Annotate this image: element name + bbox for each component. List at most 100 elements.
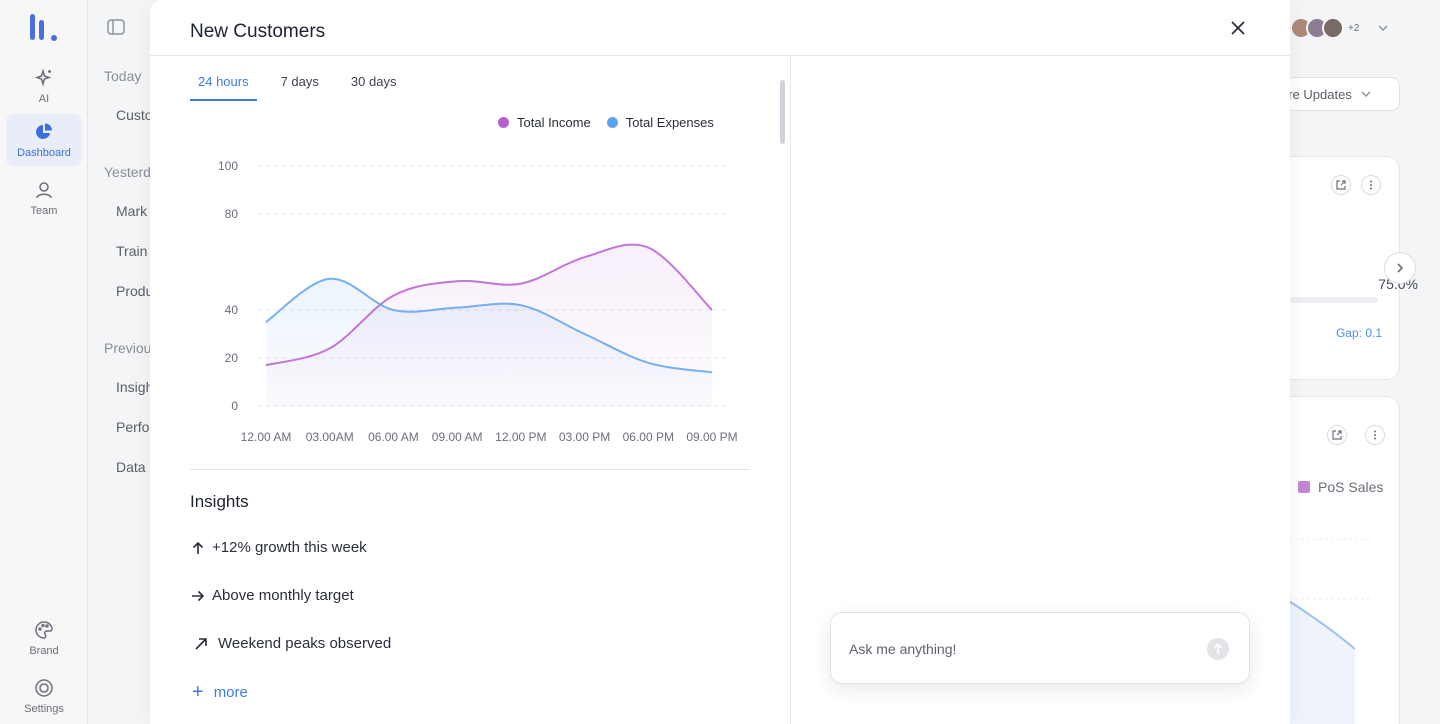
time-range-tabs: 24 hours 7 days 30 days [190,72,420,101]
pie-chart-icon [33,121,55,143]
y-tick-label: 40 [225,303,239,317]
team-icon [33,179,55,201]
updates-dropdown[interactable]: ure Updates [1270,77,1400,111]
series-area-expenses [266,278,712,406]
y-tick-label: 100 [218,159,238,173]
collaborator-avatars[interactable]: +2 [1290,14,1389,42]
chevron-down-icon[interactable] [1377,22,1389,34]
x-tick-label: 06.00 AM [368,430,419,444]
close-icon[interactable] [1228,18,1248,38]
x-tick-label: 09.00 AM [432,430,483,444]
rail-item-settings[interactable]: Settings [6,670,82,722]
nav-rail: AI Dashboard Team Brand Settings [0,0,88,724]
insights-title: Insights [190,492,249,511]
series-line-expenses [265,277,713,374]
insight-item: +12% growth this week [190,539,367,556]
app-logo[interactable] [30,14,60,44]
x-tick-label: 06.00 PM [623,430,674,444]
legend-label: PoS Sales [1318,479,1384,495]
rail-label: Dashboard [17,147,71,159]
history-group-today: Today [104,68,142,84]
avatar-more-count: +2 [1348,22,1360,34]
chevron-right-icon[interactable] [1384,252,1416,284]
history-group-previous: Previou [104,340,152,356]
legend-swatch [1298,481,1310,493]
history-item[interactable]: Data [116,459,146,475]
rail-item-dashboard[interactable]: Dashboard [6,114,82,166]
progress-track [1290,297,1378,303]
y-tick-label: 80 [225,207,239,221]
tab-24-hours[interactable]: 24 hours [190,72,257,101]
ask-input[interactable] [849,637,1189,661]
insight-text: Above monthly target [212,587,354,604]
more-insights-button[interactable]: + more [192,682,248,702]
gap-value: Gap: 0.1 [1335,326,1382,340]
sales-chart-fragment [1289,538,1371,724]
legend-item-expenses[interactable]: Total Expenses [606,115,714,130]
chart-legend: Total Income Total Expenses [498,115,730,130]
series-line-income [265,243,713,367]
x-tick-label: 03.00 PM [559,430,610,444]
insight-item: Weekend peaks observed [190,635,391,652]
rail-label: Brand [29,645,59,657]
insight-item: Above monthly target [190,587,354,604]
rail-item-team[interactable]: Team [6,172,82,224]
x-tick-label: 09.00 PM [686,430,737,444]
legend-label: Total Income [517,115,591,130]
history-item[interactable]: Insigh [116,379,154,395]
insight-text: Weekend peaks observed [218,635,392,652]
detail-modal: New Customers 24 hours 7 days 30 days To… [150,0,1290,724]
more-vertical-icon[interactable] [1365,425,1385,445]
legend-dot [498,117,509,128]
history-item[interactable]: Perfo [116,419,150,435]
insight-text: +12% growth this week [212,539,367,556]
arrow-up-right-icon [193,636,209,652]
x-tick-label: 03.00AM [306,430,354,444]
modal-title: New Customers [190,21,326,42]
sidebar-toggle-icon[interactable] [107,19,125,35]
background-dashboard: +2 ure Updates 75.0% Gap: 0.1 PoS Sal [1270,0,1440,724]
x-tick-label: 12.00 PM [495,430,546,444]
y-tick-label: 20 [225,351,239,365]
chevron-down-icon [1361,91,1371,97]
x-tick-label: 12.00 AM [241,430,292,444]
panel-divider [790,56,791,724]
send-button[interactable] [1207,638,1229,660]
more-label: more [213,683,248,701]
tab-30-days[interactable]: 30 days [350,74,397,89]
arrow-up-icon [190,540,206,556]
sparkle-icon [33,67,55,89]
arrow-up-icon [1213,643,1223,654]
rail-item-ai[interactable]: AI [6,60,82,112]
updates-label: ure Updates [1281,86,1352,102]
external-link-icon[interactable] [1331,175,1351,195]
legend-label: Total Expenses [625,115,714,130]
rail-label: Settings [24,703,64,715]
section-divider [190,469,750,470]
settings-icon [33,677,55,699]
rail-item-brand[interactable]: Brand [6,612,82,664]
ask-box [830,612,1250,684]
avatar [1322,17,1344,39]
history-item[interactable]: Mark [116,203,148,219]
scrollbar-thumb[interactable] [780,80,785,144]
y-tick-label: 0 [231,399,238,413]
history-item[interactable]: Custo [116,107,153,123]
metric-card [1270,156,1400,380]
tab-7-days[interactable]: 7 days [280,74,319,89]
more-vertical-icon[interactable] [1361,175,1381,195]
history-item[interactable]: Produ [116,283,154,299]
history-group-yesterday: Yesterd [104,164,151,180]
legend-pos-sales: PoS Sales [1298,479,1383,495]
plus-icon: + [192,681,204,703]
sales-card [1270,396,1400,724]
modal-header: New Customers [150,0,1290,56]
arrow-right-icon [190,588,206,604]
legend-item-income[interactable]: Total Income [498,115,591,130]
history-item[interactable]: Train [116,243,148,259]
income-expenses-chart: 0 20 40 80 100 12.00 AM 03.00AM 06.00 AM 09.00 A… [218,159,738,444]
external-link-icon[interactable] [1327,425,1347,445]
palette-icon [33,619,55,641]
legend-dot [606,117,618,128]
rail-label: Team [30,205,58,217]
